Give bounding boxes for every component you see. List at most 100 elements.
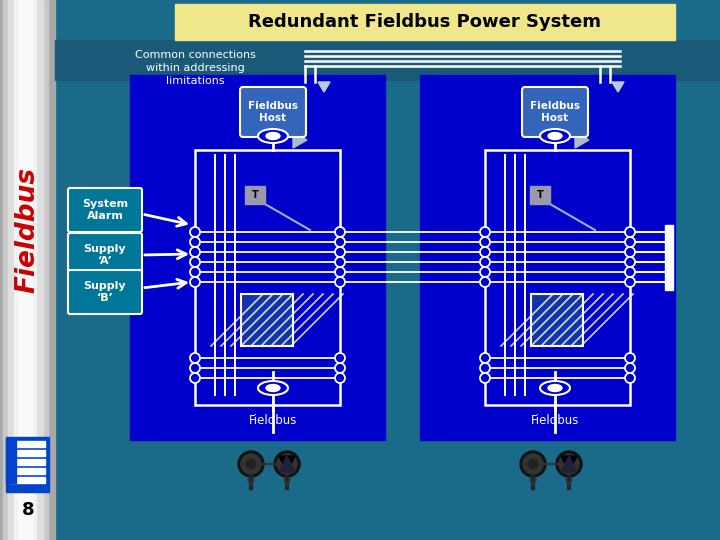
Bar [530, 186, 550, 204]
Circle shape [335, 363, 345, 373]
Ellipse shape [548, 384, 562, 391]
Bar [10, 477, 45, 483]
Circle shape [480, 363, 490, 373]
FancyBboxPatch shape [68, 270, 142, 314]
Ellipse shape [540, 129, 570, 143]
Ellipse shape [266, 384, 280, 391]
FancyBboxPatch shape [240, 87, 306, 137]
Circle shape [625, 237, 635, 247]
Circle shape [190, 227, 200, 237]
Bar [3, 0, 48, 540]
FancyBboxPatch shape [522, 87, 588, 137]
Circle shape [480, 257, 490, 267]
Circle shape [190, 277, 200, 287]
Bar [485, 150, 630, 405]
Bar [241, 294, 293, 346]
Polygon shape [318, 82, 330, 92]
Circle shape [625, 227, 635, 237]
Circle shape [335, 247, 345, 257]
Circle shape [335, 227, 345, 237]
Bar [195, 150, 340, 405]
Bar [10, 459, 45, 465]
Circle shape [335, 373, 345, 383]
Circle shape [246, 459, 256, 469]
Bar [14, 0, 36, 540]
Text: Fieldbus: Fieldbus [14, 167, 40, 293]
Circle shape [480, 237, 490, 247]
Text: Supply
‘B’: Supply ‘B’ [84, 281, 126, 303]
Text: Common connections
within addressing
limitations: Common connections within addressing lim… [135, 50, 256, 86]
Polygon shape [575, 132, 589, 148]
Circle shape [556, 451, 582, 477]
Circle shape [625, 257, 635, 267]
Text: Fieldbus: Fieldbus [249, 414, 297, 427]
Text: Redundant Fieldbus Power System: Redundant Fieldbus Power System [248, 13, 601, 31]
Circle shape [190, 353, 200, 363]
Circle shape [238, 451, 264, 477]
Circle shape [190, 363, 200, 373]
Circle shape [480, 277, 490, 287]
Bar [10, 441, 45, 447]
Bar [8, 0, 43, 540]
Bar [10, 468, 45, 474]
Text: T: T [251, 190, 258, 200]
Circle shape [241, 454, 261, 474]
Circle shape [559, 454, 579, 474]
Circle shape [190, 267, 200, 277]
Bar [130, 75, 385, 440]
Text: Fieldbus
Host: Fieldbus Host [530, 101, 580, 123]
Circle shape [625, 267, 635, 277]
Polygon shape [279, 456, 295, 472]
Circle shape [190, 237, 200, 247]
Ellipse shape [258, 129, 288, 143]
Polygon shape [561, 456, 577, 472]
Bar [245, 186, 265, 204]
Circle shape [335, 257, 345, 267]
Circle shape [480, 373, 490, 383]
Ellipse shape [258, 381, 288, 395]
Bar [6, 438, 16, 483]
Circle shape [190, 247, 200, 257]
Polygon shape [293, 132, 307, 148]
Text: Supply
‘A’: Supply ‘A’ [84, 244, 126, 266]
Polygon shape [612, 82, 624, 92]
Circle shape [480, 353, 490, 363]
Ellipse shape [266, 132, 280, 139]
Circle shape [625, 353, 635, 363]
Bar [420, 75, 675, 440]
Circle shape [335, 277, 345, 287]
Circle shape [335, 237, 345, 247]
Circle shape [480, 247, 490, 257]
Circle shape [625, 277, 635, 287]
Circle shape [190, 373, 200, 383]
Circle shape [625, 247, 635, 257]
Text: T: T [536, 190, 544, 200]
Bar [531, 294, 583, 346]
FancyBboxPatch shape [68, 233, 142, 277]
Bar [665, 225, 673, 290]
Bar [175, 4, 675, 40]
Circle shape [335, 267, 345, 277]
Bar [0, 0, 55, 540]
Circle shape [625, 363, 635, 373]
Text: Fieldbus
Host: Fieldbus Host [248, 101, 298, 123]
Circle shape [528, 459, 538, 469]
Bar [18, 0, 32, 540]
Circle shape [190, 257, 200, 267]
Bar [10, 450, 45, 456]
Bar [6, 437, 49, 492]
Circle shape [625, 373, 635, 383]
Text: System
Alarm: System Alarm [82, 199, 128, 221]
Bar [55, 40, 720, 80]
Circle shape [274, 451, 300, 477]
Polygon shape [279, 456, 295, 472]
Text: Fieldbus: Fieldbus [531, 414, 579, 427]
Polygon shape [561, 456, 577, 472]
Circle shape [480, 267, 490, 277]
Circle shape [523, 454, 543, 474]
FancyBboxPatch shape [68, 188, 142, 232]
Ellipse shape [540, 381, 570, 395]
Circle shape [520, 451, 546, 477]
Text: 8: 8 [22, 501, 35, 519]
Circle shape [277, 454, 297, 474]
